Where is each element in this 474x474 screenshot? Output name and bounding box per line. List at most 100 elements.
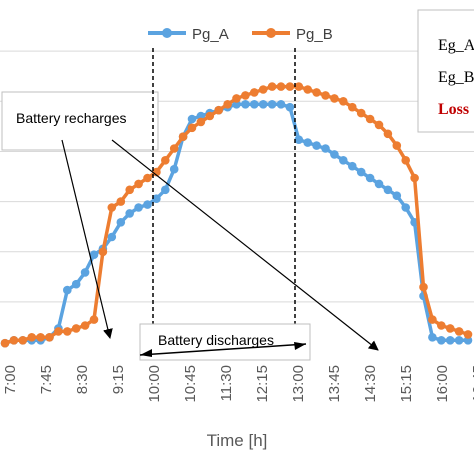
data-point-pg-b-24 bbox=[214, 105, 223, 115]
data-point-pg-b-38 bbox=[339, 97, 348, 106]
data-point-pg-a-38 bbox=[339, 156, 348, 165]
data-point-pg-b-7 bbox=[63, 327, 72, 336]
data-point-pg-b-34 bbox=[303, 85, 313, 94]
data-point-pg-a-16 bbox=[143, 200, 152, 209]
discharge-label-box bbox=[139, 323, 311, 361]
data-point-pg-a-18 bbox=[161, 185, 170, 195]
discharge-span-arrowhead-left bbox=[140, 349, 152, 357]
data-point-pg-b-11 bbox=[98, 247, 108, 257]
data-point-pg-b-19 bbox=[169, 144, 179, 153]
data-point-pg-a-40 bbox=[356, 167, 366, 177]
data-point-pg-b-2 bbox=[18, 336, 28, 345]
data-point-pg-b-14 bbox=[125, 185, 134, 195]
data-point-pg-a-34 bbox=[303, 138, 313, 147]
x-tick-label-9: 13:45 bbox=[326, 365, 343, 403]
data-point-pg-b-16 bbox=[143, 173, 152, 183]
data-point-pg-b-4 bbox=[36, 333, 45, 342]
data-point-pg-a-19 bbox=[169, 164, 179, 174]
data-point-pg-b-29 bbox=[258, 85, 268, 94]
data-point-pg-a-17 bbox=[152, 194, 161, 203]
energy-legend-eg-b: Eg_B bbox=[438, 69, 474, 86]
data-point-pg-b-51 bbox=[454, 327, 464, 336]
data-point-pg-b-39 bbox=[348, 102, 357, 112]
data-point-pg-b-6 bbox=[54, 327, 63, 336]
data-point-pg-a-21 bbox=[187, 114, 197, 124]
data-point-pg-b-40 bbox=[356, 108, 366, 118]
data-point-pg-b-52 bbox=[463, 330, 473, 339]
data-point-pg-b-42 bbox=[374, 120, 384, 130]
data-point-pg-a-41 bbox=[365, 173, 375, 183]
data-point-pg-a-42 bbox=[374, 179, 384, 189]
data-point-pg-b-26 bbox=[232, 94, 241, 103]
x-tick-labels: 7:00 7:45 8:30 9:15 10:00 10:45 11:30 12:15 13:0… bbox=[2, 365, 474, 403]
data-point-pg-b-33 bbox=[294, 82, 304, 91]
x-tick-label-5: 10:45 bbox=[182, 365, 199, 403]
x-tick-label-8: 13:00 bbox=[290, 365, 307, 403]
data-point-pg-b-12 bbox=[107, 203, 117, 212]
data-point-pg-b-13 bbox=[116, 197, 126, 206]
data-point-pg-a-50 bbox=[445, 336, 455, 345]
data-point-pg-a-31 bbox=[276, 100, 286, 109]
data-point-pg-a-7 bbox=[63, 285, 72, 295]
data-point-pg-a-27 bbox=[241, 100, 250, 109]
data-point-pg-b-25 bbox=[223, 100, 232, 109]
x-tick-label-0: 7:00 bbox=[2, 365, 19, 394]
data-point-pg-b-8 bbox=[71, 324, 81, 333]
data-point-pg-b-28 bbox=[250, 88, 259, 97]
data-point-pg-b-41 bbox=[365, 114, 375, 124]
data-point-pg-b-35 bbox=[312, 88, 321, 97]
recharge-arrow-right bbox=[111, 139, 379, 351]
x-tick-label-3: 9:15 bbox=[110, 365, 127, 394]
data-point-pg-b-17 bbox=[152, 167, 161, 177]
data-point-pg-b-48 bbox=[428, 315, 437, 324]
data-point-pg-a-29 bbox=[258, 100, 268, 109]
data-point-pg-a-52 bbox=[463, 336, 473, 345]
x-tick-label-12: 16:00 bbox=[434, 365, 451, 403]
data-point-pg-b-15 bbox=[134, 179, 143, 189]
data-point-pg-b-1 bbox=[9, 336, 19, 345]
data-point-pg-b-46 bbox=[410, 173, 419, 183]
data-point-pg-a-13 bbox=[116, 218, 126, 227]
data-point-pg-b-5 bbox=[45, 333, 54, 342]
recharge-label: Battery recharges bbox=[16, 110, 127, 126]
data-point-pg-b-50 bbox=[445, 324, 455, 333]
data-point-pg-b-47 bbox=[419, 282, 428, 292]
x-axis-title: Time [h] bbox=[207, 431, 268, 450]
data-point-pg-b-21 bbox=[187, 123, 197, 133]
data-point-pg-b-44 bbox=[392, 141, 402, 150]
data-point-pg-b-23 bbox=[205, 111, 215, 121]
x-tick-label-2: 8:30 bbox=[74, 365, 91, 394]
energy-legend-loss: Loss bbox=[438, 101, 469, 118]
data-point-pg-b-32 bbox=[285, 82, 295, 91]
x-tick-label-4: 10:00 bbox=[146, 365, 163, 403]
data-point-pg-b-20 bbox=[178, 132, 188, 141]
data-point-pg-a-12 bbox=[107, 232, 117, 242]
data-point-pg-b-30 bbox=[267, 82, 277, 91]
data-point-pg-b-3 bbox=[27, 333, 36, 342]
legend-pg-b-marker bbox=[266, 28, 276, 38]
energy-legend-eg-a: Eg_A bbox=[438, 37, 474, 54]
data-point-pg-a-35 bbox=[312, 141, 321, 150]
data-point-pg-a-51 bbox=[454, 336, 464, 345]
data-point-pg-a-10 bbox=[89, 250, 99, 259]
data-point-pg-a-43 bbox=[383, 185, 393, 195]
legend: Pg_A Pg_B bbox=[148, 26, 333, 43]
x-tick-label-7: 12:15 bbox=[254, 365, 271, 403]
x-tick-label-10: 14:30 bbox=[362, 365, 379, 403]
discharge-span-arrow bbox=[139, 343, 307, 356]
data-point-pg-b-9 bbox=[80, 321, 90, 330]
x-tick-label-13: 16:45 bbox=[470, 365, 474, 403]
data-point-pg-b-37 bbox=[330, 94, 339, 103]
data-point-pg-b-43 bbox=[383, 129, 393, 139]
data-point-pg-a-33 bbox=[294, 135, 304, 144]
data-point-pg-b-22 bbox=[196, 117, 206, 127]
data-point-pg-a-36 bbox=[321, 144, 330, 153]
data-point-pg-a-28 bbox=[250, 100, 259, 109]
data-point-pg-a-48 bbox=[428, 333, 437, 342]
data-point-pg-a-37 bbox=[330, 150, 339, 159]
discharge-label: Battery discharges bbox=[158, 332, 274, 348]
data-point-pg-a-22 bbox=[196, 111, 206, 121]
data-point-pg-b-18 bbox=[161, 156, 170, 165]
data-point-pg-a-15 bbox=[134, 203, 143, 212]
recharge-arrow-left bbox=[61, 139, 113, 339]
